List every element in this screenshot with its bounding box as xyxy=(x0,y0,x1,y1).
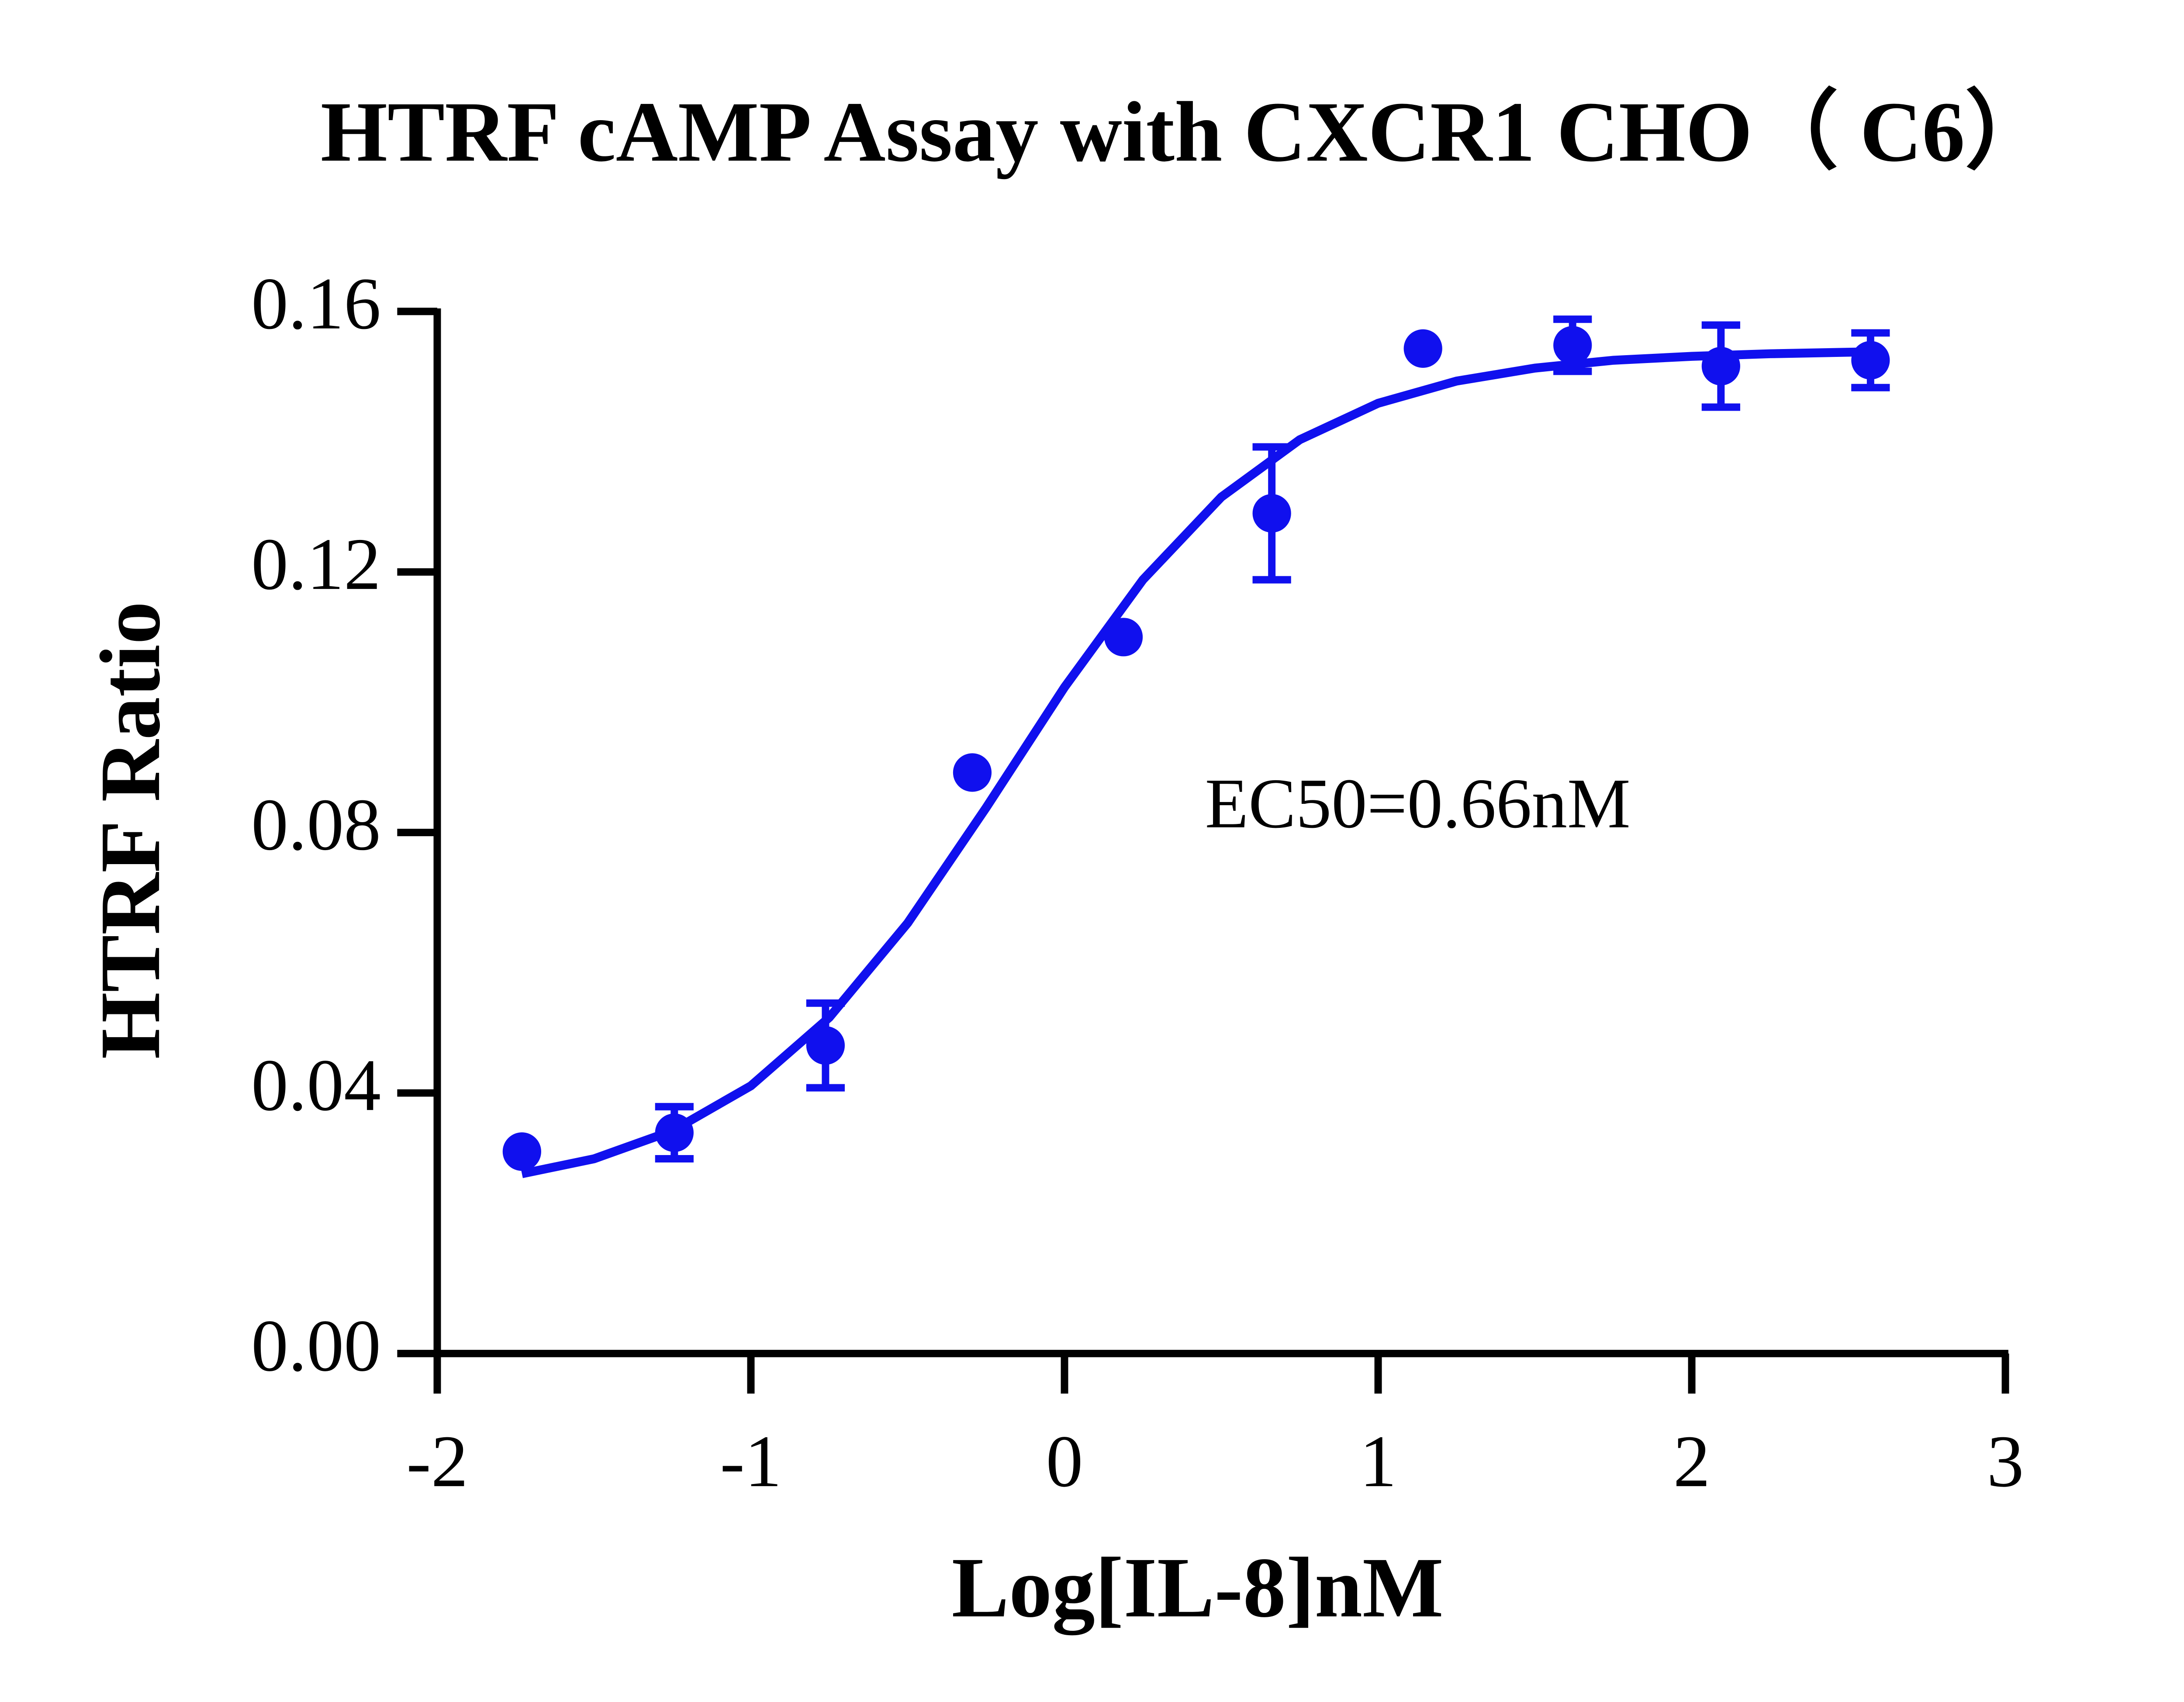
data-point xyxy=(655,1113,694,1152)
x-tick-label: 0 xyxy=(1046,1420,1083,1502)
data-point xyxy=(1701,346,1740,386)
data-point xyxy=(953,753,992,792)
data-point xyxy=(1104,618,1143,657)
chart-title: HTRF cAMP Assay with CXCR1 CHO（ C6） xyxy=(321,84,2051,180)
data-point xyxy=(806,1026,845,1065)
y-tick-label: 0.04 xyxy=(251,1044,381,1126)
x-tick-label: -1 xyxy=(720,1420,781,1502)
annotation: EC50=0.66nM xyxy=(1205,765,1631,843)
data-point xyxy=(1403,329,1442,368)
x-tick-label: 2 xyxy=(1673,1420,1711,1502)
x-tick-label: 3 xyxy=(1987,1420,2024,1502)
y-tick-label: 0.08 xyxy=(251,784,381,866)
x-axis-label: Log[IL-8]nM xyxy=(952,1540,1444,1636)
data-point xyxy=(1252,494,1291,533)
fit-curve xyxy=(521,347,1871,1178)
y-tick-label: 0.16 xyxy=(251,263,381,345)
x-tick-label: 1 xyxy=(1360,1420,1397,1502)
data-point xyxy=(1851,341,1890,380)
data-point xyxy=(1553,326,1592,365)
y-axis-label: HTRF Ratio xyxy=(83,602,178,1059)
x-tick-label: -2 xyxy=(406,1420,468,1502)
data-point xyxy=(502,1132,541,1171)
y-tick-label: 0.12 xyxy=(251,523,381,605)
y-tick-label: 0.00 xyxy=(251,1304,381,1387)
